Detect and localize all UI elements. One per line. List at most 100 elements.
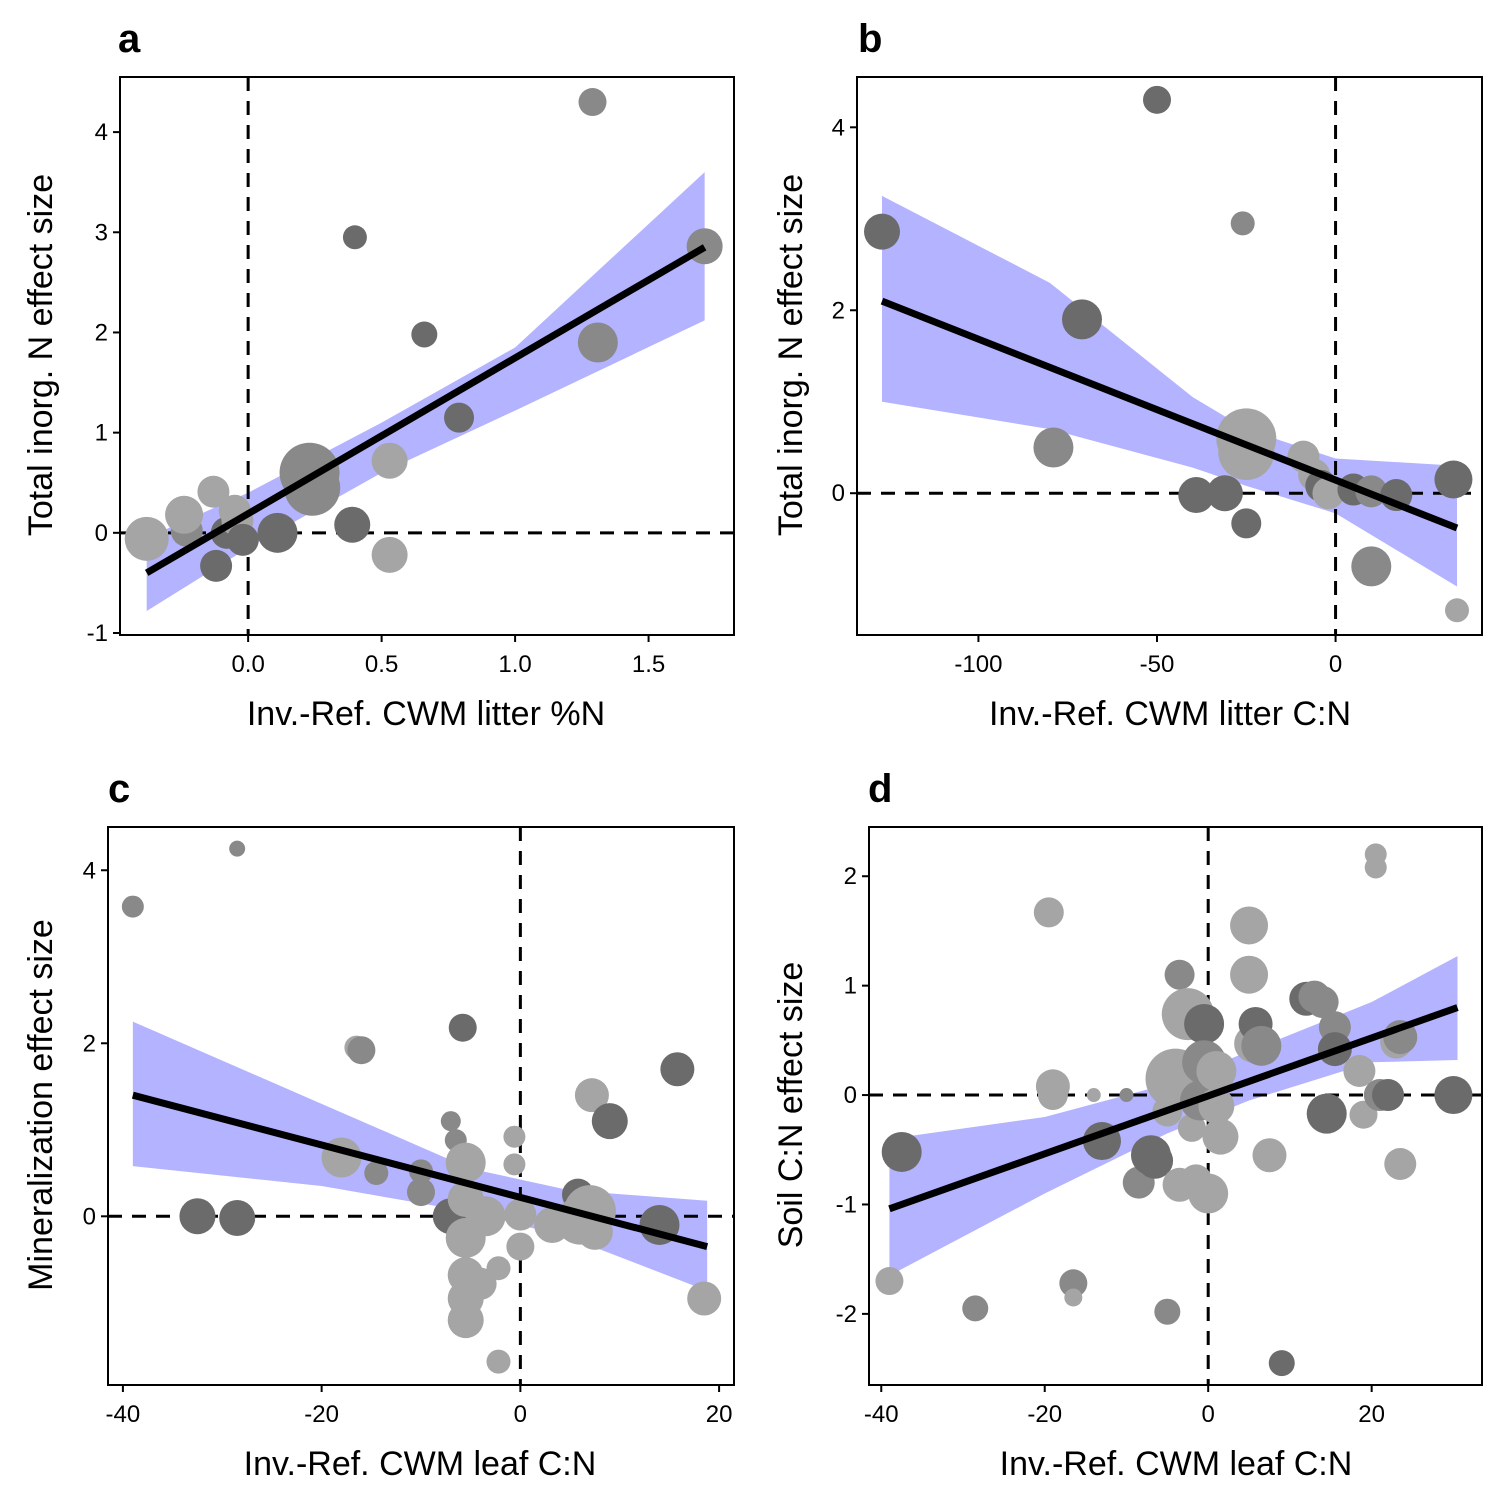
y-tick-label-d-4: 2 — [844, 863, 857, 890]
y-tick-label-a-3: 2 — [95, 319, 108, 346]
y-tick-label-a-1: 0 — [95, 520, 108, 547]
data-point-c-9 — [407, 1178, 435, 1207]
data-point-c-14 — [445, 1142, 486, 1183]
x-tick-label-d-2: 0 — [1202, 1401, 1215, 1428]
data-point-c-33 — [574, 1078, 609, 1113]
y-tick-label-d-1: -1 — [836, 1191, 857, 1218]
data-point-c-37 — [687, 1281, 722, 1316]
data-point-c-0 — [121, 895, 144, 918]
data-point-a-20 — [686, 228, 723, 265]
data-point-d-7 — [1064, 1288, 1083, 1307]
data-point-b-4 — [1178, 477, 1215, 514]
data-point-d-8 — [1086, 1088, 1101, 1103]
data-point-c-26 — [504, 1198, 537, 1231]
data-point-d-15 — [1154, 1298, 1181, 1325]
data-point-b-19 — [1445, 598, 1469, 623]
data-point-b-18 — [1434, 460, 1473, 499]
data-point-c-6 — [347, 1036, 376, 1065]
plot-frame-b — [856, 76, 1483, 636]
regression-line-c — [131, 1091, 709, 1250]
data-point-a-15 — [371, 536, 408, 573]
data-point-a-18 — [578, 88, 607, 117]
data-point-a-2 — [165, 495, 204, 534]
data-point-a-3 — [197, 475, 230, 508]
data-point-d-49 — [1372, 1079, 1405, 1112]
data-point-d-24 — [1184, 1003, 1225, 1044]
data-point-c-19 — [447, 1302, 484, 1339]
x-tick-label-c-2: 0 — [514, 1401, 527, 1428]
y-tick-label-c-2: 4 — [83, 857, 96, 884]
data-point-d-44 — [1343, 1054, 1376, 1087]
plot-area-d: -40 -20 0 20 -2 -1 0 1 2 — [836, 826, 1483, 1428]
plot-frame-d — [868, 826, 1483, 1386]
data-point-d-13 — [1137, 1142, 1174, 1179]
data-point-c-10 — [440, 1111, 461, 1132]
data-point-d-3 — [1033, 897, 1064, 928]
panel-letter-d: d — [868, 767, 892, 811]
data-point-d-31 — [1230, 906, 1269, 945]
data-point-d-28 — [1196, 1050, 1237, 1091]
panel-b: b Inv.-Ref. CWM litter C:N Total inorg. … — [772, 17, 1351, 733]
data-point-d-10 — [1119, 1088, 1134, 1103]
x-tick-label-a-2: 1.0 — [498, 651, 531, 678]
data-point-a-17 — [444, 402, 475, 433]
data-point-c-3 — [219, 1200, 256, 1237]
data-point-c-7 — [364, 1161, 389, 1186]
x-tick-label-c-3: 20 — [706, 1401, 733, 1428]
plot-frame-c — [107, 826, 735, 1386]
x-tick-label-b-0: -100 — [954, 651, 1002, 678]
panel-a: a Inv.-Ref. CWM litter %N Total inorg. N… — [22, 17, 605, 733]
x-tick-label-d-0: -40 — [864, 1401, 899, 1428]
y-axis-title-a: Total inorg. N effect size — [22, 174, 60, 536]
x-tick-label-d-1: -20 — [1027, 1401, 1062, 1428]
data-point-c-13 — [448, 1013, 477, 1042]
data-point-d-21 — [1177, 1113, 1206, 1142]
confidence-band-a — [146, 172, 705, 611]
data-point-c-24 — [503, 1125, 526, 1148]
data-point-d-53 — [1434, 1076, 1473, 1115]
data-point-b-0 — [864, 213, 900, 250]
y-axis-title-d: Soil C:N effect size — [772, 962, 810, 1249]
data-point-c-25 — [503, 1153, 526, 1176]
x-axis-title-a: Inv.-Ref. CWM litter %N — [247, 695, 605, 733]
regression-line-b — [880, 297, 1459, 532]
x-axis-title-d: Inv.-Ref. CWM leaf C:N — [1000, 1445, 1353, 1483]
data-point-c-27 — [506, 1232, 535, 1261]
regression-line-a — [144, 244, 707, 576]
data-point-b-9 — [1231, 508, 1262, 539]
y-tick-label-d-0: -2 — [836, 1301, 857, 1328]
data-point-d-0 — [875, 1267, 904, 1296]
x-tick-label-b-2: 0 — [1329, 651, 1342, 678]
data-point-b-3 — [1033, 427, 1074, 468]
data-point-d-41 — [1306, 1093, 1347, 1134]
data-point-d-35 — [1241, 1025, 1282, 1066]
data-point-a-11 — [284, 459, 341, 516]
plot-frame-a — [119, 76, 735, 636]
data-point-c-22 — [486, 1256, 511, 1281]
y-tick-label-c-0: 0 — [83, 1203, 96, 1230]
y-tick-label-b-0: 0 — [832, 480, 845, 507]
y-axis-title-c: Mineralization effect size — [22, 919, 60, 1291]
data-point-d-40 — [1306, 986, 1339, 1019]
x-tick-label-a-1: 0.5 — [365, 651, 398, 678]
data-point-c-36 — [660, 1052, 695, 1087]
x-tick-label-b-1: -50 — [1140, 651, 1175, 678]
data-point-b-1 — [1062, 299, 1102, 340]
plot-content-c — [108, 827, 734, 1385]
panel-letter-b: b — [858, 17, 882, 61]
y-tick-label-a-4: 3 — [95, 219, 108, 246]
regression-line-d — [888, 1004, 1459, 1213]
data-point-d-27 — [1188, 1173, 1229, 1214]
data-point-d-1 — [881, 1131, 922, 1172]
plot-content-d — [869, 827, 1482, 1385]
y-tick-label-b-1: 2 — [832, 297, 845, 324]
data-point-d-37 — [1268, 1350, 1295, 1377]
data-point-a-16 — [411, 321, 438, 348]
data-point-d-47 — [1364, 856, 1387, 879]
x-axis-title-b: Inv.-Ref. CWM litter C:N — [989, 695, 1351, 733]
data-point-d-5 — [1037, 1080, 1068, 1111]
data-point-b-2 — [1143, 85, 1171, 114]
panel-d: d Inv.-Ref. CWM leaf C:N Soil C:N effect… — [772, 767, 1352, 1483]
y-tick-label-a-0: -1 — [87, 620, 108, 647]
confidence-band-c — [132, 1021, 708, 1291]
